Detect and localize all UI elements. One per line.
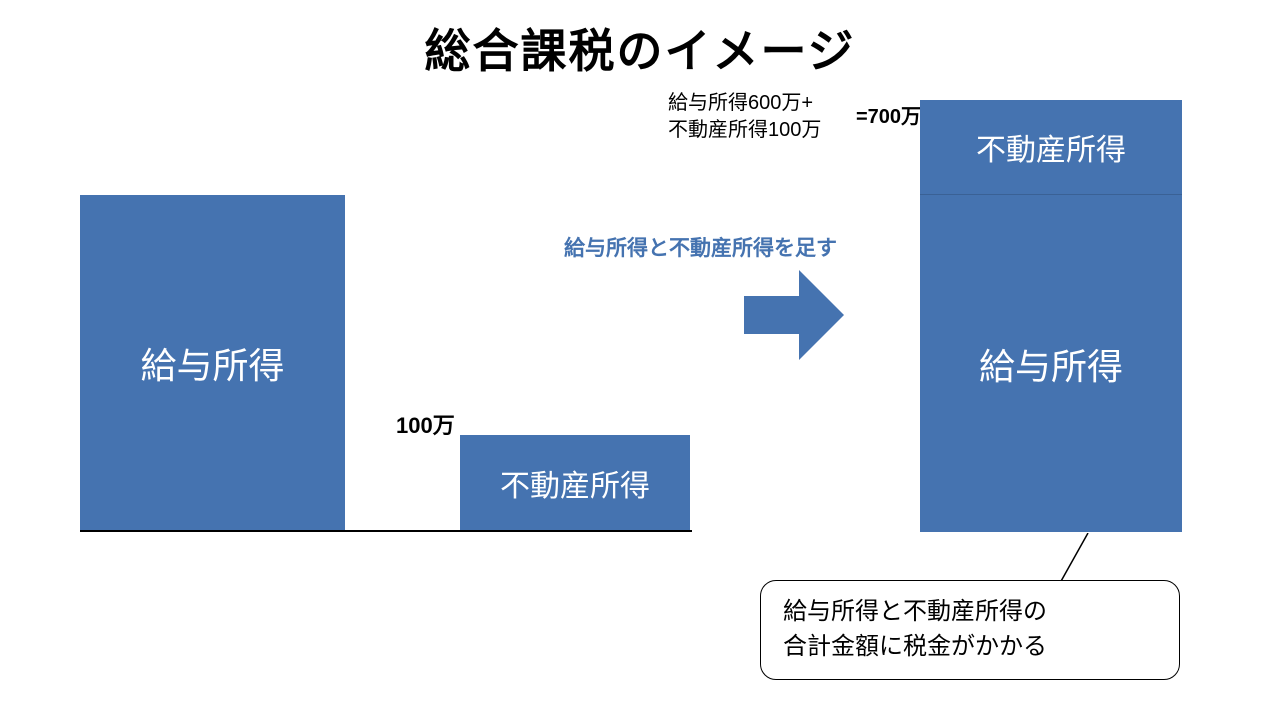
value-label-100: 100万 (396, 408, 455, 440)
page-title: 総合課税のイメージ (424, 15, 855, 81)
stack-segment-salary-label: 給与所得 (979, 338, 1123, 390)
bar-realestate-label: 不動産所得 (500, 461, 650, 505)
bubble-text: 給与所得と不動産所得の 合計金額に税金がかかる (783, 595, 1047, 665)
speech-bubble: 給与所得と不動産所得の 合計金額に税金がかかる (760, 580, 1180, 680)
stack-segment-realestate: 不動産所得 (920, 100, 1182, 195)
formula-line2: 不動産所得100万 (668, 119, 821, 141)
bar-salary: 給与所得 (80, 195, 345, 530)
right-stacked-chart: 不動産所得 給与所得 (920, 100, 1182, 532)
arrow-caption: 給与所得と不動産所得を足す (564, 232, 837, 262)
formula-line1: 給与所得600万+ (668, 92, 813, 114)
arrow-shape (744, 270, 844, 360)
stack-segment-salary: 給与所得 (920, 195, 1182, 532)
stack-segment-realestate-label: 不動産所得 (976, 125, 1126, 169)
formula-text: 給与所得600万+ 不動産所得100万 (668, 90, 821, 144)
value-label-700: =700万 (856, 100, 921, 129)
bubble-line2: 合計金額に税金がかかる (783, 633, 1047, 660)
x-axis (80, 530, 692, 532)
bar-realestate: 不動産所得 (460, 435, 690, 530)
arrow-icon (744, 270, 844, 360)
bubble-line1: 給与所得と不動産所得の (783, 598, 1047, 625)
bar-salary-label: 給与所得 (140, 337, 284, 389)
bubble-tail-path (1060, 533, 1102, 583)
